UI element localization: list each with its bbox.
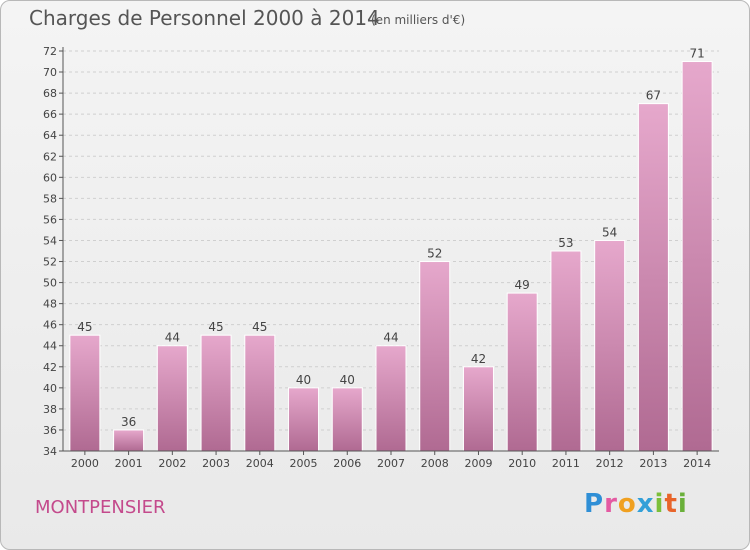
bar-2005 [288,387,320,452]
bar-2009 [462,366,494,452]
bar-value-label: 42 [471,352,486,366]
y-tick-label: 36 [43,424,57,437]
x-tick-label: 2000 [71,457,99,470]
commune-name: MONTPENSIER [35,497,166,518]
y-tick-label: 72 [43,45,57,58]
y-tick-label: 70 [43,66,57,79]
bar-value-label: 71 [689,47,704,61]
bar-2007 [375,345,407,452]
bar-value-label: 52 [427,247,442,261]
bar-value-label: 53 [558,236,573,250]
bar-value-label: 49 [515,278,530,292]
y-tick-label: 56 [43,213,57,226]
x-tick-label: 2014 [683,457,711,470]
x-tick-label: 2013 [639,457,667,470]
x-tick-label: 2004 [246,457,274,470]
y-tick-label: 62 [43,150,57,163]
bar-value-label: 40 [296,373,311,387]
y-tick-label: 60 [43,171,57,184]
bar-value-label: 36 [121,415,136,429]
bar-2008 [419,261,451,452]
y-tick-label: 66 [43,108,57,121]
chart-subtitle: (en milliers d'€) [371,13,466,27]
x-tick-label: 2002 [158,457,186,470]
bar-value-label: 45 [252,320,267,334]
y-tick-label: 38 [43,403,57,416]
y-tick-label: 34 [43,445,57,458]
bar-2010 [506,292,538,452]
y-tick-label: 44 [43,340,57,353]
bar-value-label: 54 [602,225,617,239]
y-tick-label: 46 [43,319,57,332]
y-tick-label: 58 [43,192,57,205]
bar-value-label: 67 [646,89,661,103]
y-tick-label: 40 [43,382,57,395]
bars: 45 36 44 45 45 40 40 44 52 42 49 53 54 67 71 [69,47,713,452]
x-tick-label: 2010 [508,457,536,470]
x-tick-label: 2003 [202,457,230,470]
bar-value-label: 45 [77,320,92,334]
bar-2003 [200,334,232,452]
bar-value-label: 40 [340,373,355,387]
bar-2006 [331,387,363,452]
x-tick-label: 2011 [552,457,580,470]
y-tick-label: 42 [43,361,57,374]
x-tick-label: 2008 [421,457,449,470]
bar-2013 [637,103,669,452]
bar-2001 [113,429,145,452]
bar-2004 [244,334,276,452]
proxiti-logo: Proxiti [584,489,688,519]
bar-value-label: 45 [208,320,223,334]
x-tick-label: 2006 [333,457,361,470]
chart-title: Charges de Personnel 2000 à 2014 [29,6,380,30]
x-tick-label: 2005 [290,457,318,470]
bar-2012 [594,239,626,452]
bar-value-label: 44 [165,331,180,345]
x-tick-label: 2007 [377,457,405,470]
bar-2000 [69,334,101,452]
y-tick-label: 52 [43,256,57,269]
bar-value-label: 44 [383,331,398,345]
y-tick-label: 68 [43,87,57,100]
y-tick-label: 64 [43,129,57,142]
bar-2014 [681,61,713,452]
axes: 34 36 38 40 42 44 46 48 50 52 54 56 58 60 62 64 66 68 70 72… [43,45,719,470]
x-tick-label: 2012 [596,457,624,470]
bar-2002 [156,345,188,452]
x-tick-label: 2009 [464,457,492,470]
x-tick-label: 2001 [115,457,143,470]
y-tick-label: 54 [43,234,57,247]
y-tick-label: 50 [43,277,57,290]
y-tick-label: 48 [43,298,57,311]
bar-2011 [550,250,582,452]
